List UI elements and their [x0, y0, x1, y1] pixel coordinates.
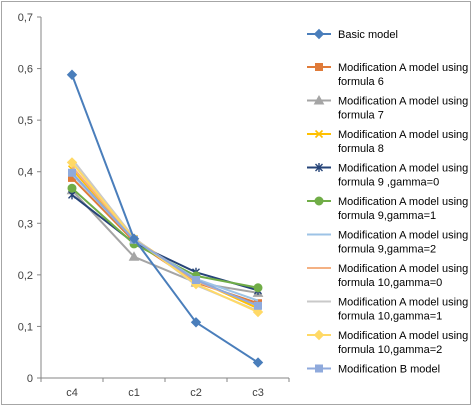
legend-item: Modification A model using formula 10,gam…	[307, 329, 468, 356]
series-line	[71, 194, 259, 292]
series-line	[71, 161, 259, 313]
y-tick-label: 0,6	[18, 64, 33, 76]
data-point	[68, 168, 76, 177]
series-line	[71, 74, 259, 364]
legend-label: formula 9,gamma=1	[338, 210, 436, 222]
legend-swatch-marker	[314, 196, 324, 206]
data-point	[66, 69, 78, 80]
legend-swatch-marker	[315, 364, 323, 373]
data-point	[128, 233, 140, 244]
chart-frame: 0 0,1 0,2 0,3 0,4 0,5 0,6 0,7 c4 c1 c2 c3 Basic mod…	[1, 1, 471, 405]
legend-swatch-marker	[314, 129, 324, 139]
series-8	[71, 165, 259, 307]
series-line	[71, 189, 259, 294]
series-layer	[66, 69, 264, 368]
legend-item: Basic model	[307, 28, 398, 41]
legend-label: Modification A model using	[338, 96, 468, 108]
data-point	[253, 283, 263, 293]
legend-item: Modification A model using formula 10,gam…	[307, 263, 468, 289]
data-point	[192, 276, 200, 285]
data-point	[67, 183, 77, 193]
legend-label: Modification B model	[338, 364, 440, 376]
x-tick-label: c1	[128, 387, 140, 399]
legend-label: formula 8	[338, 143, 384, 155]
legend-label: Modification A model using	[338, 62, 468, 74]
y-tick-label: 0	[27, 373, 33, 385]
legend-label: formula 9,gamma=2	[338, 243, 436, 255]
legend-item: Modification A model using formula 9,gamm…	[307, 196, 468, 222]
legend-label: formula 7	[338, 109, 384, 121]
legend-label: Basic model	[338, 29, 398, 41]
y-tick-label: 0,4	[18, 167, 33, 179]
legend-label: formula 9 ,gamma=0	[338, 176, 439, 188]
data-point	[252, 357, 264, 368]
series-1	[66, 69, 264, 368]
line-chart: 0 0,1 0,2 0,3 0,4 0,5 0,6 0,7 c4 c1 c2 c3 Basic mod…	[18, 12, 469, 399]
y-tick-label: 0,5	[18, 115, 33, 127]
legend-item: Modification A model using formula 8	[307, 129, 468, 155]
legend-swatch-marker	[315, 163, 323, 172]
legend-item: Modification B model	[307, 364, 440, 376]
y-tick-label: 0,3	[18, 218, 33, 230]
legend-label: Modification A model using	[338, 297, 468, 309]
x-tick-label: c2	[190, 387, 202, 399]
legend-item: Modification A model using formula 6	[307, 62, 468, 88]
data-point	[254, 301, 262, 310]
series-4	[67, 165, 263, 313]
legend-label: formula 6	[338, 76, 384, 88]
data-point	[128, 251, 140, 261]
legend-swatch-marker	[313, 94, 325, 105]
data-point	[190, 317, 202, 328]
legend-label: Modification A model using	[338, 163, 468, 175]
legend-label: formula 10,gamma=0	[338, 277, 442, 289]
series-line	[71, 172, 259, 307]
x-tick-label: c4	[66, 387, 78, 399]
y-tick-label: 0,7	[18, 12, 33, 24]
y-tick-label: 0,1	[18, 321, 33, 333]
legend-swatch-marker	[313, 329, 325, 341]
series-line	[71, 165, 259, 307]
x-tick-label: c3	[252, 387, 264, 399]
legend-label: Modification A model using	[338, 129, 468, 141]
data-point	[66, 157, 78, 168]
legend-swatch-marker	[313, 28, 325, 40]
legend-label: Modification A model using	[338, 263, 468, 275]
legend-label: formula 10,gamma=2	[338, 344, 442, 356]
legend-swatch-marker	[315, 63, 323, 71]
legend-label: Modification A model using	[338, 330, 468, 342]
legend-label: Modification A model using	[338, 196, 468, 208]
legend-label: formula 10,gamma=1	[338, 310, 442, 322]
legend-label: Modification A model using	[338, 230, 468, 242]
axes: 0 0,1 0,2 0,3 0,4 0,5 0,6 0,7 c4 c1 c2 c3	[18, 12, 290, 399]
y-tick-label: 0,2	[18, 270, 33, 282]
